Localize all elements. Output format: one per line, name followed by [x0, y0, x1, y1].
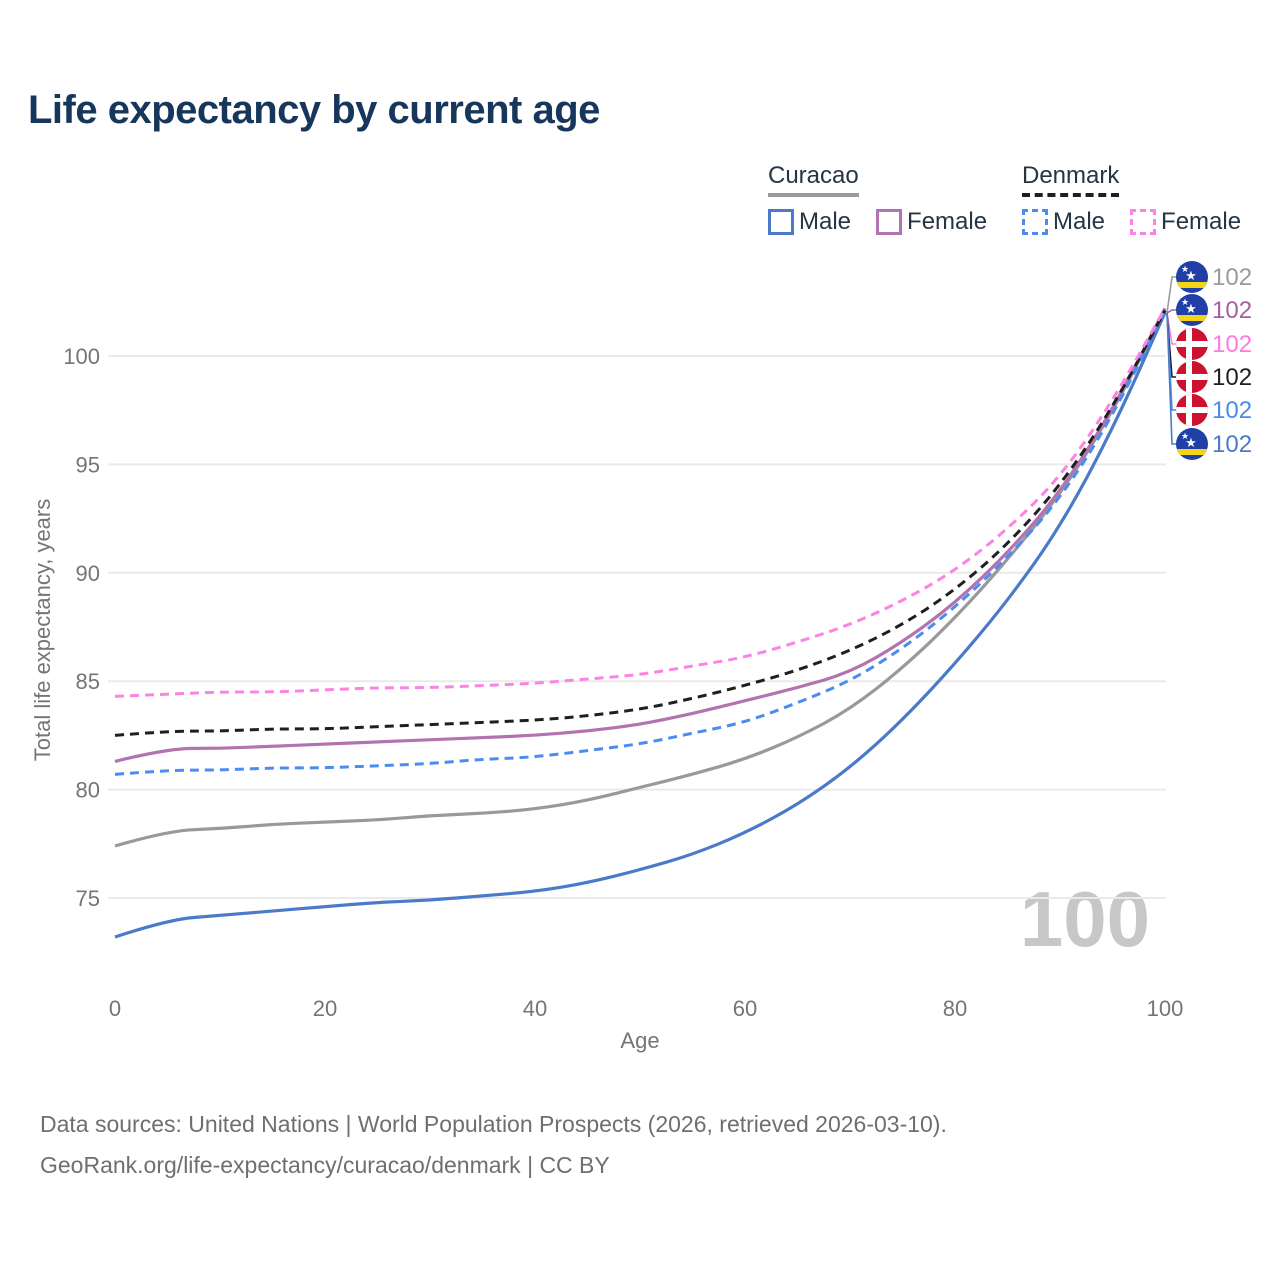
legend-swatch-denmark-female-icon — [1130, 209, 1157, 235]
end-value-label: 102 — [1212, 397, 1252, 424]
flag-icon-curacao: ★★ — [1176, 428, 1208, 460]
svg-text:★: ★ — [1181, 264, 1189, 274]
y-tick-label: 85 — [76, 669, 100, 694]
end-value-label: 102 — [1212, 364, 1252, 391]
legend-label-curacao-male: Male — [799, 208, 852, 235]
footer: Data sources: United Nations | World Pop… — [40, 1104, 947, 1186]
svg-text:★: ★ — [1185, 268, 1197, 283]
y-tick-label: 90 — [76, 561, 100, 586]
legend-item-curacao-female[interactable]: Female — [876, 208, 987, 236]
flag-icon-curacao: ★★ — [1176, 294, 1208, 326]
legend-swatch-denmark-male-icon — [1022, 209, 1048, 235]
age-watermark: 100 — [1020, 875, 1150, 963]
series-line-denmark — [114, 309, 1167, 737]
legend-label-curacao-female: Female — [907, 208, 988, 235]
x-tick-label: 60 — [733, 996, 757, 1021]
svg-text:★: ★ — [1181, 297, 1189, 307]
series-line-curacao-female — [114, 307, 1167, 763]
page-title: Life expectancy by current age — [28, 88, 600, 132]
series-line-denmark-female — [114, 307, 1167, 698]
legend-swatch-curacao-male-icon — [768, 209, 794, 235]
flag-icon-curacao: ★★ — [1176, 261, 1208, 293]
legend-label-denmark-female: Female — [1161, 208, 1242, 235]
leader-line — [1166, 312, 1177, 445]
flag-icon-denmark — [1176, 394, 1208, 426]
x-axis-title: Age — [620, 1028, 659, 1053]
legend-label-denmark-male: Male — [1053, 208, 1106, 235]
legend-title-curacao: Curacao — [768, 162, 859, 197]
legend-item-denmark-male[interactable]: Male — [1022, 208, 1105, 236]
y-tick-label: 95 — [76, 452, 100, 477]
x-tick-label: 80 — [943, 996, 967, 1021]
end-value-label: 102 — [1212, 297, 1252, 324]
flag-icon-denmark — [1176, 361, 1208, 393]
end-value-label: 102 — [1212, 264, 1252, 291]
svg-text:★: ★ — [1185, 435, 1197, 450]
x-tick-label: 100 — [1147, 996, 1184, 1021]
legend-header-denmark: Denmark — [1022, 162, 1241, 197]
y-tick-label: 75 — [76, 886, 100, 911]
legend-group-curacao: Curacao Male Female — [768, 162, 987, 236]
x-tick-label: 40 — [523, 996, 547, 1021]
svg-text:★: ★ — [1181, 431, 1189, 441]
flag-icon-denmark — [1176, 328, 1208, 360]
end-value-label: 102 — [1212, 331, 1252, 358]
leader-line — [1166, 276, 1177, 314]
series-line-curacao-male — [114, 311, 1167, 939]
x-tick-label: 20 — [313, 996, 337, 1021]
series-line-denmark-male — [114, 309, 1167, 776]
footer-data-sources: Data sources: United Nations | World Pop… — [40, 1111, 947, 1137]
end-value-label: 102 — [1212, 431, 1252, 458]
y-tick-label: 80 — [76, 778, 100, 803]
legend-header-curacao: Curacao — [768, 162, 987, 197]
svg-text:★: ★ — [1185, 301, 1197, 316]
legend-item-curacao-male[interactable]: Male — [768, 208, 851, 236]
footer-attribution: GeoRank.org/life-expectancy/curacao/denm… — [40, 1152, 610, 1178]
legend-item-denmark-female[interactable]: Female — [1130, 208, 1241, 236]
y-tick-label: 100 — [63, 344, 100, 369]
leader-line — [1166, 312, 1177, 345]
series-line-curacao — [114, 309, 1167, 848]
legend-group-denmark: Denmark Male Female — [1022, 162, 1241, 236]
leader-line — [1166, 309, 1177, 314]
legend-swatch-curacao-female-icon — [876, 209, 903, 235]
legend-title-denmark: Denmark — [1022, 162, 1120, 197]
x-tick-label: 0 — [109, 996, 121, 1021]
